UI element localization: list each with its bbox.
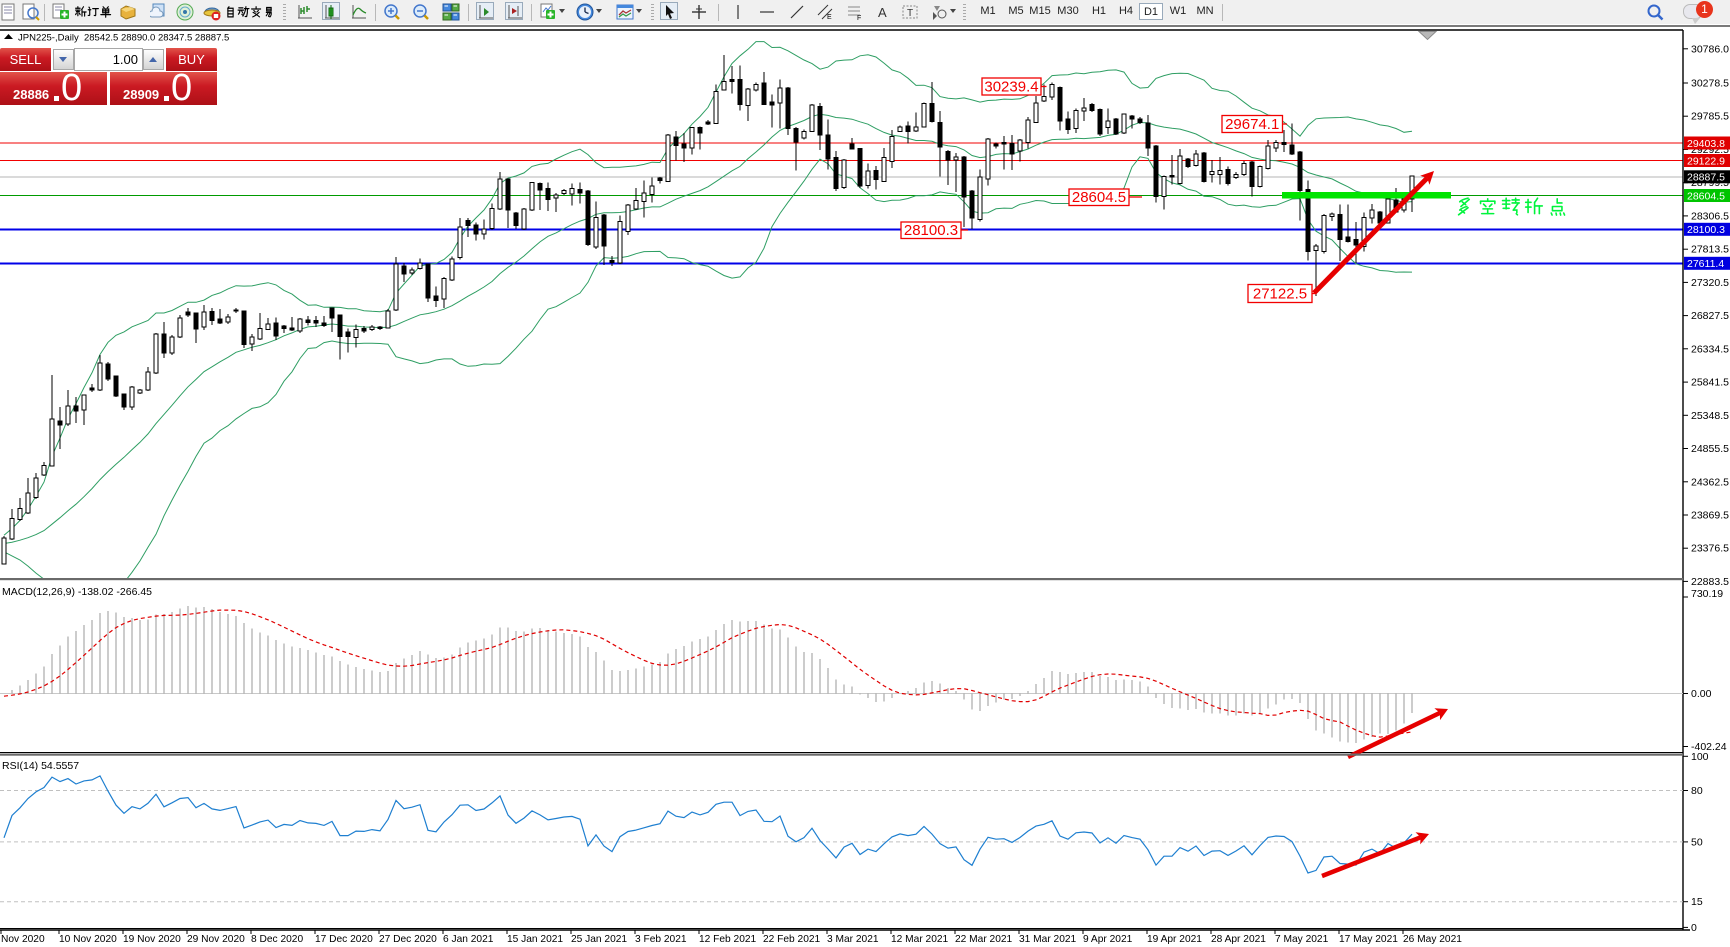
svg-text:17 May 2021: 17 May 2021 (1339, 934, 1398, 945)
svg-text:3 Feb 2021: 3 Feb 2021 (635, 934, 687, 945)
svg-text:3 Mar 2021: 3 Mar 2021 (827, 934, 879, 945)
svg-text:22883.5: 22883.5 (1691, 576, 1729, 588)
svg-text:50: 50 (1691, 836, 1703, 848)
svg-text:6 Jan 2021: 6 Jan 2021 (443, 934, 494, 945)
svg-text:15: 15 (1691, 896, 1703, 908)
svg-text:26334.5: 26334.5 (1691, 343, 1729, 355)
svg-text:22 Feb 2021: 22 Feb 2021 (763, 934, 821, 945)
svg-text:F: F (857, 15, 861, 21)
svg-text:-402.24: -402.24 (1691, 741, 1727, 753)
svg-text:15 Jan 2021: 15 Jan 2021 (507, 934, 563, 945)
svg-text:26 May 2021: 26 May 2021 (1403, 934, 1462, 945)
svg-text:A: A (878, 5, 887, 20)
svg-text:7 May 2021: 7 May 2021 (1275, 934, 1329, 945)
svg-text:29674.1: 29674.1 (1225, 116, 1279, 133)
svg-text:0: 0 (1691, 922, 1697, 934)
svg-text:27 Dec 2020: 27 Dec 2020 (379, 934, 437, 945)
svg-text:19 Nov 2020: 19 Nov 2020 (123, 934, 181, 945)
svg-text:22 Mar 2021: 22 Mar 2021 (955, 934, 1013, 945)
svg-text:29 Nov 2020: 29 Nov 2020 (187, 934, 245, 945)
svg-text:80: 80 (1691, 785, 1703, 797)
svg-text:12 Feb 2021: 12 Feb 2021 (699, 934, 757, 945)
svg-text:8 Dec 2020: 8 Dec 2020 (251, 934, 303, 945)
svg-text:RSI(14) 54.5557: RSI(14) 54.5557 (2, 760, 79, 772)
svg-text:26827.5: 26827.5 (1691, 310, 1729, 322)
svg-text:17 Dec 2020: 17 Dec 2020 (315, 934, 373, 945)
svg-text:12 Mar 2021: 12 Mar 2021 (891, 934, 949, 945)
svg-text:730.19: 730.19 (1691, 588, 1723, 600)
svg-text:30278.5: 30278.5 (1691, 78, 1729, 90)
svg-text:25348.5: 25348.5 (1691, 410, 1729, 422)
svg-text:28887.5: 28887.5 (1687, 172, 1725, 184)
svg-text:27813.5: 27813.5 (1691, 244, 1729, 256)
svg-text:27122.5: 27122.5 (1253, 286, 1307, 303)
svg-text:28604.5: 28604.5 (1072, 189, 1126, 206)
svg-text:E: E (827, 14, 832, 21)
svg-text:28100.3: 28100.3 (1687, 224, 1725, 236)
svg-text:25841.5: 25841.5 (1691, 377, 1729, 389)
svg-text:100: 100 (1691, 751, 1709, 763)
svg-text:24362.5: 24362.5 (1691, 476, 1729, 488)
svg-text:24855.5: 24855.5 (1691, 443, 1729, 455)
svg-text:9 Apr 2021: 9 Apr 2021 (1083, 934, 1133, 945)
svg-text:30239.4: 30239.4 (984, 79, 1038, 96)
svg-text:27611.4: 27611.4 (1687, 258, 1724, 270)
svg-text:0.00: 0.00 (1691, 688, 1712, 700)
svg-text:29122.9: 29122.9 (1687, 155, 1725, 167)
svg-text:29403.8: 29403.8 (1687, 138, 1725, 150)
svg-text:19 Apr 2021: 19 Apr 2021 (1147, 934, 1202, 945)
svg-text:28 Apr 2021: 28 Apr 2021 (1211, 934, 1266, 945)
svg-text:28604.5: 28604.5 (1687, 190, 1725, 202)
svg-text:JPN225-,Daily 28542.5 28890.0: JPN225-,Daily 28542.5 28890.0 28347.5 28… (18, 33, 229, 44)
svg-text:23869.5: 23869.5 (1691, 510, 1729, 522)
svg-text:10 Nov 2020: 10 Nov 2020 (59, 934, 117, 945)
svg-text:23376.5: 23376.5 (1691, 543, 1729, 555)
svg-text:27320.5: 27320.5 (1691, 277, 1729, 289)
svg-text:T: T (907, 8, 913, 19)
svg-text:29785.5: 29785.5 (1691, 111, 1729, 123)
svg-text:25 Jan 2021: 25 Jan 2021 (571, 934, 627, 945)
svg-text:31 Mar 2021: 31 Mar 2021 (1019, 934, 1077, 945)
svg-text:28100.3: 28100.3 (904, 222, 958, 239)
svg-text:Nov 2020: Nov 2020 (1, 934, 45, 945)
svg-text:28306.5: 28306.5 (1691, 210, 1729, 222)
svg-text:30786.0: 30786.0 (1691, 43, 1729, 55)
svg-text:MACD(12,26,9) -138.02 -266.45: MACD(12,26,9) -138.02 -266.45 (2, 586, 152, 598)
